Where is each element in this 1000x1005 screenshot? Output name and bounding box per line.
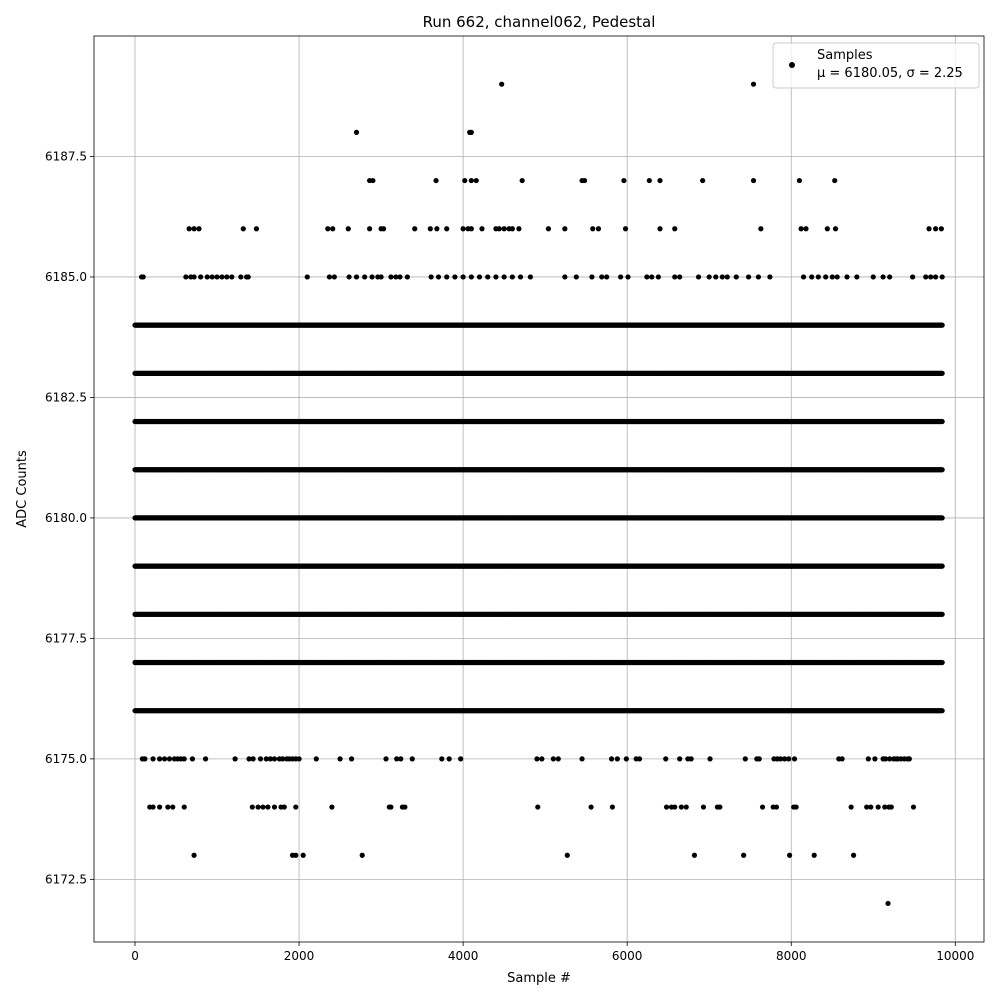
data-point	[940, 660, 945, 665]
data-point	[940, 612, 945, 617]
data-point	[940, 515, 945, 520]
data-points	[132, 82, 944, 906]
data-point	[940, 708, 945, 713]
data-point	[940, 564, 945, 569]
